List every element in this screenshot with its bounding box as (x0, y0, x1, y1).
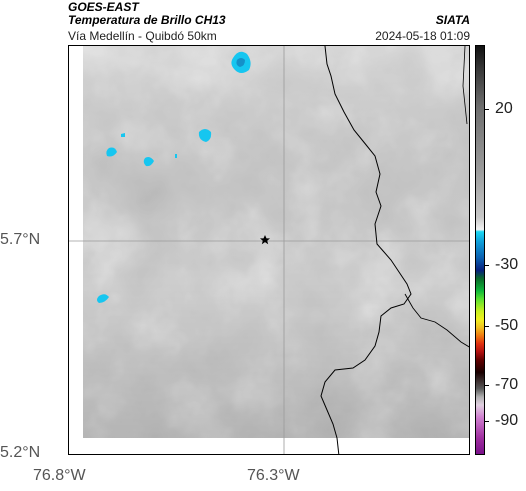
map-canvas (69, 46, 469, 454)
cold-cloud-tops (97, 51, 251, 303)
star-icon (260, 235, 270, 245)
colorbar-tick-label: -30 (495, 256, 519, 273)
colorbar (475, 45, 485, 455)
lon-tick-label: 76.3°W (247, 467, 300, 484)
colorbar-tick-label: 20 (495, 100, 513, 117)
lat-tick-label: 5.2°N (0, 444, 41, 461)
lat-tick-label: 5.7°N (0, 231, 41, 248)
colorbar-tick-label: -90 (495, 412, 519, 429)
lon-tick-label: 76.8°W (33, 467, 86, 484)
satellite-title: GOES-EAST (68, 0, 139, 14)
colorbar-tick-label: -50 (495, 317, 519, 334)
route-label: Vía Medellín - Quibdó 50km (68, 29, 217, 43)
colorbar-tick-label: -70 (495, 376, 519, 393)
organization-label: SIATA (435, 13, 470, 27)
satellite-map[interactable] (68, 45, 470, 455)
department-border (404, 293, 469, 348)
grid-lines (69, 46, 469, 454)
coast-line (462, 46, 468, 125)
datetime-label: 2024-05-18 01:09 (375, 29, 470, 43)
product-title: Temperatura de Brillo CH13 (68, 13, 226, 27)
country-border (320, 46, 412, 454)
